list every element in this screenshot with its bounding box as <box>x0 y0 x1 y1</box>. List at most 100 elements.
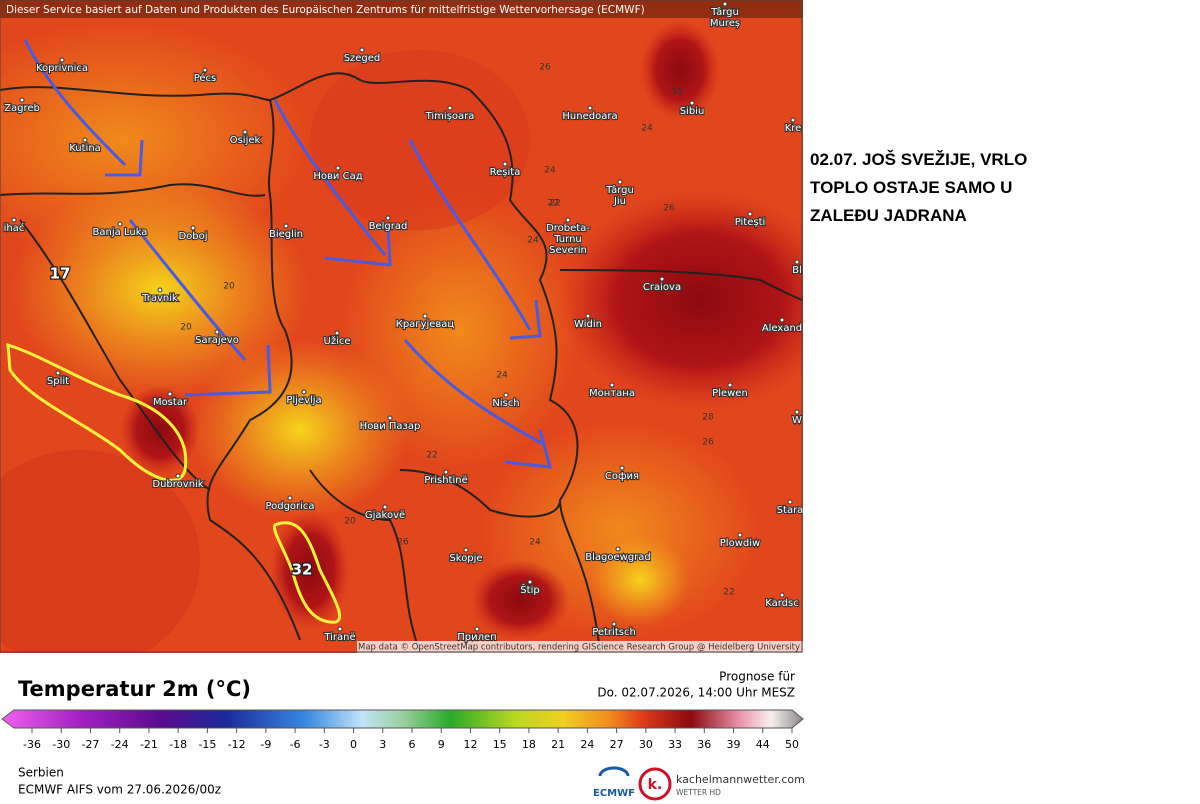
city-label: Sarajevo <box>195 335 239 346</box>
color-bar <box>1 709 804 729</box>
city-dot <box>794 409 800 415</box>
city-dot <box>337 626 343 632</box>
contour-label: 24 <box>496 371 508 381</box>
site-sub: WETTER HD <box>676 788 721 797</box>
city-dot <box>790 117 796 123</box>
borders <box>0 72 803 653</box>
city-dot <box>794 259 800 265</box>
city-dot <box>585 313 591 319</box>
city-label: Petritsch <box>592 627 636 638</box>
contour-label: 22 <box>547 199 558 209</box>
color-bar-tick-label: 18 <box>522 738 536 751</box>
annotation-line: ZALEĐU JADRANA <box>810 206 967 225</box>
city-label: Podgorica <box>265 501 314 512</box>
city-dot <box>422 313 428 319</box>
city-label: Szeged <box>344 53 381 64</box>
city-dot <box>11 217 17 223</box>
annotation-line: 02.07. JOŠ SVEŽIJE, VRLO <box>810 150 1028 169</box>
contour-label: 26 <box>539 63 551 73</box>
city-dot <box>301 389 307 395</box>
city-label: W <box>792 415 802 426</box>
color-bar-tick-label: 24 <box>580 738 594 751</box>
city-label: Prishtinë <box>424 475 467 486</box>
city-dot <box>615 546 621 552</box>
city-label: Štip <box>520 583 539 596</box>
city-dot <box>779 592 785 598</box>
city-label: Drobeta- <box>546 223 590 234</box>
header-text: Dieser Service basiert auf Daten und Pro… <box>6 4 645 16</box>
contour-label: 20 <box>180 323 192 333</box>
ecmwf-logo: ECMWF <box>593 766 635 799</box>
kachelmann-logo <box>638 767 672 801</box>
city-dot <box>283 223 289 229</box>
city-dot <box>202 67 208 73</box>
city-label: Hunedoara <box>562 111 617 122</box>
color-bar-tick-label: 9 <box>438 738 445 751</box>
contour-label: 24 <box>527 236 539 246</box>
city-dot <box>617 179 623 185</box>
legend: Temperatur 2m (°C) Prognose für Do. 02.0… <box>1 670 804 801</box>
city-label: Stara <box>777 505 803 516</box>
city-dot <box>175 473 181 479</box>
city-label: Užice <box>324 335 351 347</box>
city-dot <box>779 317 785 323</box>
city-label: Gjakovë <box>365 510 405 521</box>
city-label: Mostar <box>153 397 188 408</box>
temperature-field <box>0 20 803 653</box>
city-dot <box>387 415 393 421</box>
city-dot <box>59 57 65 63</box>
city-label: Pitești <box>735 217 766 228</box>
forecast-label: Prognose für <box>719 670 795 684</box>
attribution-bar <box>357 641 803 653</box>
color-bar-tick-label: -24 <box>111 738 129 751</box>
city-label: Plewen <box>712 388 748 399</box>
color-bar-tick-label: 44 <box>756 738 770 751</box>
city-dot <box>334 330 340 336</box>
city-dot <box>565 217 571 223</box>
city-dot <box>443 469 449 475</box>
city-dot <box>167 391 173 397</box>
highlight-outlines <box>6 342 341 624</box>
city-label: Reșita <box>490 167 521 178</box>
contour-label: 26 <box>702 438 714 448</box>
color-bar-tick-label: 6 <box>409 738 416 751</box>
city-dot <box>190 225 196 231</box>
contour-label: 24 <box>529 538 541 548</box>
color-bar-tick-label: 30 <box>639 738 653 751</box>
extreme-label: 32 <box>292 561 313 579</box>
contour-label: 20 <box>344 517 356 527</box>
city-label: Severin <box>549 245 587 256</box>
city-dot <box>737 532 743 538</box>
city-dot <box>722 1 728 7</box>
city-label: Крагујевац <box>396 318 455 330</box>
city-label: Прилеп <box>457 632 496 643</box>
city-dot <box>727 382 733 388</box>
city-label: Blagoewgrad <box>585 552 651 563</box>
city-label: Travnik <box>141 293 178 304</box>
city-dot <box>82 137 88 143</box>
color-bar-tick-label: -3 <box>319 738 330 751</box>
arrows <box>23 39 553 469</box>
color-bar-tick-label: 15 <box>493 738 507 751</box>
color-bar-tick-label: -15 <box>198 738 216 751</box>
contour-label: 26 <box>397 538 409 548</box>
city-dot <box>385 215 391 221</box>
city-label: Nisch <box>492 398 519 409</box>
header-bar <box>0 0 803 18</box>
attribution: Map data © OpenStreetMap contributors, r… <box>358 643 800 653</box>
city-dot <box>447 105 453 111</box>
city-label: Widin <box>574 319 602 330</box>
contour-label: 22 <box>549 199 560 209</box>
map-frame <box>0 0 803 653</box>
city-label: Osijek <box>230 135 261 146</box>
city-label: София <box>605 471 639 482</box>
city-label: Bieglin <box>269 229 303 240</box>
city-dot <box>689 100 695 106</box>
forecast-time: Do. 02.07.2026, 14:00 Uhr MESZ <box>597 686 795 700</box>
city-dot <box>787 499 793 505</box>
city-label: Kardsc <box>765 598 799 609</box>
city-dot <box>359 47 365 53</box>
city-dot <box>117 221 123 227</box>
city-label: Skopje <box>449 553 482 564</box>
